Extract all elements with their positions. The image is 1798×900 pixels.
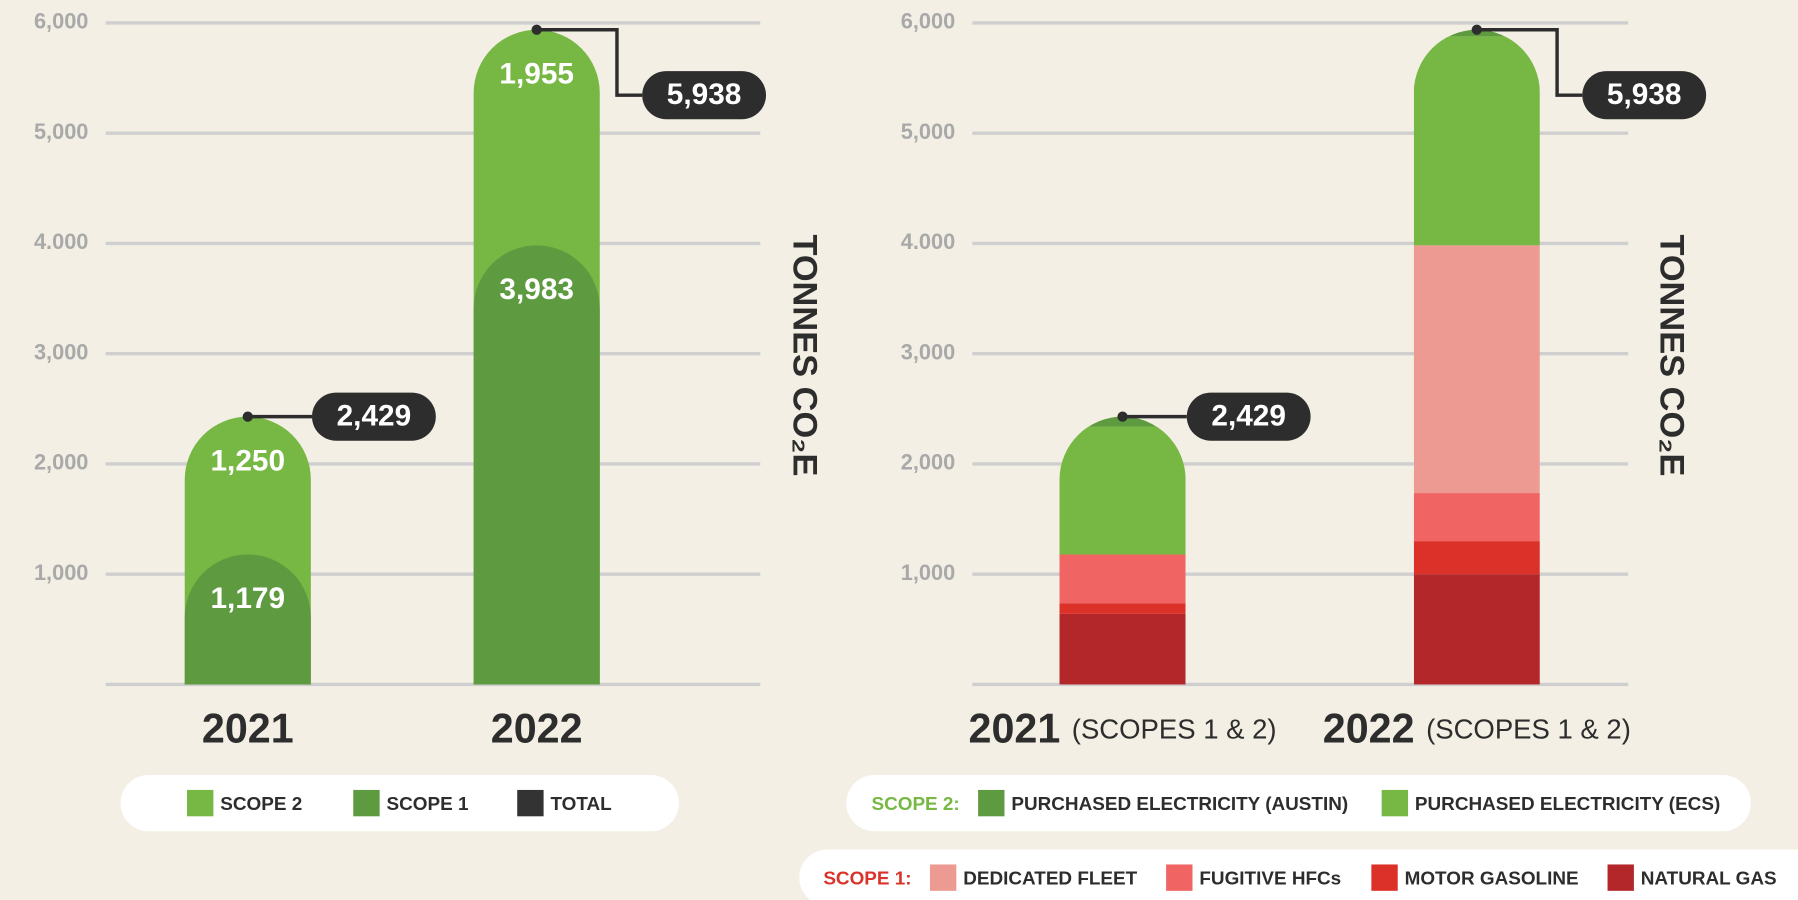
y-tick-label: 2,000 (901, 450, 955, 475)
legend-label: TOTAL (550, 794, 611, 815)
bar (473, 245, 600, 685)
bar-segment (1059, 426, 1186, 555)
x-tick-label: 2021 (SCOPES 1 & 2) (969, 705, 1277, 751)
legend-label: PURCHASED ELECTRICITY (ECS) (1415, 794, 1720, 815)
bar-segment (1059, 603, 1186, 614)
bar-segment (1059, 554, 1186, 604)
bar (184, 554, 311, 685)
y-tick-label: 5,000 (901, 119, 955, 144)
legend-swatch (517, 789, 544, 817)
y-tick-label: 4.000 (34, 229, 88, 254)
value-label: 1,955 (499, 58, 574, 91)
category-note: (SCOPES 1 & 2) (1426, 714, 1631, 745)
legend-label: NATURAL GAS (1641, 868, 1777, 889)
legend-box (799, 849, 1798, 900)
legend-label: PURCHASED ELECTRICITY (AUSTIN) (1011, 794, 1348, 815)
y-tick-label: 1,000 (901, 560, 955, 585)
y-tick-label: 3,000 (901, 339, 955, 364)
category: 2021 (969, 705, 1061, 751)
bar-segment (1413, 541, 1540, 575)
legend-group-label: SCOPE 1: (823, 868, 911, 889)
total-pill (311, 392, 436, 441)
x-tick-label: 2022 (491, 705, 583, 751)
total-label: 5,938 (1607, 78, 1682, 111)
y-tick-label: 1,000 (34, 560, 88, 585)
bar-segment (1413, 245, 1540, 494)
legend-swatch (187, 789, 214, 817)
total-leader (1476, 28, 1583, 97)
total-label: 5,938 (667, 78, 742, 111)
y-axis-title: TONNES CO₂E (786, 234, 824, 476)
total-dot (1117, 411, 1128, 422)
y-tick-label: 4.000 (901, 229, 955, 254)
y-tick-label: 6,000 (34, 9, 88, 34)
y-tick-label: 6,000 (901, 9, 955, 34)
legend-label: SCOPE 2 (220, 794, 302, 815)
legend-swatch (929, 864, 957, 891)
y-axis-title: TONNES CO₂E (1652, 234, 1690, 476)
legend-swatch (353, 789, 380, 817)
legend-swatch (1166, 864, 1193, 891)
y-tick-label: 2,000 (34, 450, 88, 475)
legend-swatch (978, 789, 1005, 817)
legend-label: SCOPE 1 (387, 794, 469, 815)
x-tick-label: 2021 (202, 705, 294, 751)
bar-segment (1413, 493, 1540, 542)
legend-label: DEDICATED FLEET (963, 868, 1137, 889)
legend-group-label: SCOPE 2: (871, 794, 959, 815)
total-pill (1186, 392, 1311, 441)
legend-swatch (1381, 789, 1409, 817)
legend-swatch (1607, 864, 1634, 891)
legend-box (120, 775, 679, 832)
total-pill (642, 71, 767, 120)
legend-label: FUGITIVE HFCs (1199, 868, 1341, 889)
bar-stack (1413, 29, 1540, 685)
category: 2022 (1323, 705, 1415, 751)
legend-box (846, 775, 1751, 832)
bar-segment (1059, 613, 1186, 685)
total-label: 2,429 (1211, 400, 1286, 433)
total-label: 2,429 (337, 400, 412, 433)
y-tick-label: 5,000 (34, 119, 88, 144)
total-pill (1582, 71, 1707, 120)
category-note: (SCOPES 1 & 2) (1072, 714, 1277, 745)
x-tick-label: 2022 (SCOPES 1 & 2) (1323, 705, 1631, 751)
y-tick-label: 3,000 (34, 339, 88, 364)
total-leader (536, 28, 643, 97)
value-label: 1,179 (211, 582, 286, 615)
value-label: 3,983 (499, 273, 574, 306)
legend-swatch (1371, 864, 1398, 891)
bar-segment (1413, 574, 1540, 685)
value-label: 1,250 (211, 444, 286, 477)
bar-stack (1059, 416, 1186, 685)
bar-segment (1413, 36, 1540, 246)
legend-label: MOTOR GASOLINE (1405, 868, 1579, 889)
